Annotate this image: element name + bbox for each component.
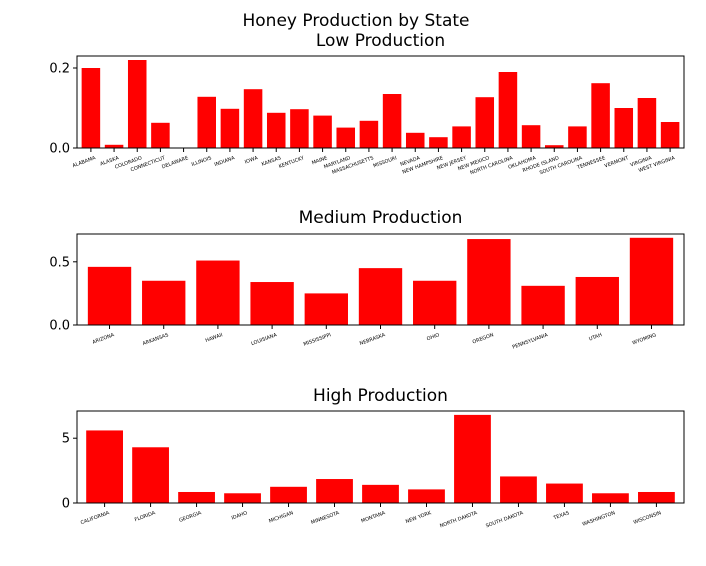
subplot-low-production-bar-maryland <box>336 127 356 148</box>
subplot-low-production-bar-illinois <box>197 96 216 148</box>
figure-suptitle: Honey Production by State <box>243 11 470 31</box>
subplot-medium-production-bar-wyoming <box>629 237 674 325</box>
subplot-medium-production-bar-hawaii <box>196 260 240 325</box>
subplot-low-production-bar-vermont <box>614 108 634 148</box>
subplot-low-production-bar-new-hampshire <box>429 137 448 148</box>
subplot-low-production-bar-oklahoma <box>521 125 541 148</box>
subplot-low-production-bar-kentucky <box>290 109 309 148</box>
subplot-low-production-bar-west-virginia <box>660 122 680 148</box>
subplot-medium-production-bar-oregon <box>467 239 511 325</box>
subplot-low-production-bar-rhode-island <box>544 145 564 148</box>
subplot-low-production-bar-new-mexico <box>475 97 495 148</box>
subplot-high-production-ytick-label: 5 <box>62 432 70 447</box>
subplot-high-production-title: High Production <box>313 386 448 406</box>
subplot-high-production-bar-washington <box>592 493 629 503</box>
subplot-low-production-bar-tennessee <box>591 83 610 148</box>
subplot-medium-production-bar-utah <box>575 276 619 325</box>
subplot-medium-production-bar-louisiana <box>250 282 294 325</box>
subplot-high-production-ytick-label: 0 <box>62 497 70 512</box>
subplot-high-production-bar-new-york <box>408 489 445 503</box>
subplot-high-production-bar-florida <box>132 447 169 503</box>
subplot-low-production-xtick-label-iowa: IOWA <box>244 155 259 165</box>
subplot-low-production-bar-virginia <box>637 98 657 148</box>
subplot-medium-production-bar-mississippi <box>304 293 348 325</box>
subplot-low-production-bar-colorado <box>127 60 147 148</box>
subplot-medium-production-ytick-label: 0.0 <box>49 319 70 334</box>
subplot-medium-production-xtick-label-utah: UTAH <box>588 332 603 342</box>
subplot-low-production-bar-south-carolina <box>568 126 587 148</box>
subplot-medium-production-title: Medium Production <box>299 208 463 228</box>
subplot-low-production-bar-missouri <box>382 94 402 148</box>
subplot-medium-production-ytick-label: 0.5 <box>49 255 70 270</box>
subplot-low-production-bar-alaska <box>104 144 124 148</box>
subplot-low-production-bar-alabama <box>81 68 101 148</box>
subplot-low-production-axes-frame <box>76 55 685 149</box>
subplot-high-production-bar-california <box>86 430 123 503</box>
subplot-high-production-bar-south-dakota <box>500 476 537 503</box>
subplot-low-production-bar-nevada <box>405 132 425 148</box>
subplot-medium-production-bar-ohio <box>413 280 457 325</box>
subplot-medium-production-xtick-label-hawaii: HAWAII <box>205 332 224 344</box>
subplot-high-production-bar-georgia <box>178 491 215 503</box>
subplot-high-production-bar-idaho <box>224 493 261 503</box>
subplot-low-production-title: Low Production <box>316 31 445 51</box>
subplot-medium-production-bar-arizona <box>87 266 132 325</box>
subplot-low-production-ytick-label: 0.0 <box>49 142 70 157</box>
subplot-low-production-bar-north-carolina <box>498 72 518 148</box>
subplot-medium-production-xtick-label-ohio: OHIO <box>426 332 440 342</box>
subplot-high-production-bar-minnesota <box>316 479 353 503</box>
subplot-high-production-xtick-label-texas: TEXAS <box>552 510 570 522</box>
subplot-low-production-bar-connecticut <box>151 122 170 148</box>
subplot-high-production-bar-michigan <box>270 486 307 503</box>
subplot-high-production-bar-montana <box>362 484 399 503</box>
subplot-low-production-bar-indiana <box>220 108 240 148</box>
subplot-high-production-bar-texas <box>546 483 583 503</box>
subplot-high-production-xtick-label-idaho: IDAHO <box>231 510 248 521</box>
subplot-medium-production-bar-nebraska <box>358 268 403 326</box>
subplot-low-production-bar-new-jersey <box>452 126 471 148</box>
subplot-low-production-ytick-label: 0.2 <box>49 62 70 77</box>
subplot-low-production-bar-kansas <box>266 112 286 148</box>
subplot-medium-production-bar-arkansas <box>142 280 186 325</box>
subplot-low-production-bar-iowa <box>243 89 263 148</box>
subplot-low-production-bar-maine <box>313 115 332 148</box>
subplot-high-production-bar-wisconsin <box>638 491 675 503</box>
subplot-low-production-bar-massachusetts <box>359 120 379 148</box>
subplot-high-production-bar-north-dakota <box>454 414 491 503</box>
subplot-medium-production-bar-pennsylvania <box>521 285 565 325</box>
subplot-low-production-xtick-label-maine: MAINE <box>311 155 328 166</box>
